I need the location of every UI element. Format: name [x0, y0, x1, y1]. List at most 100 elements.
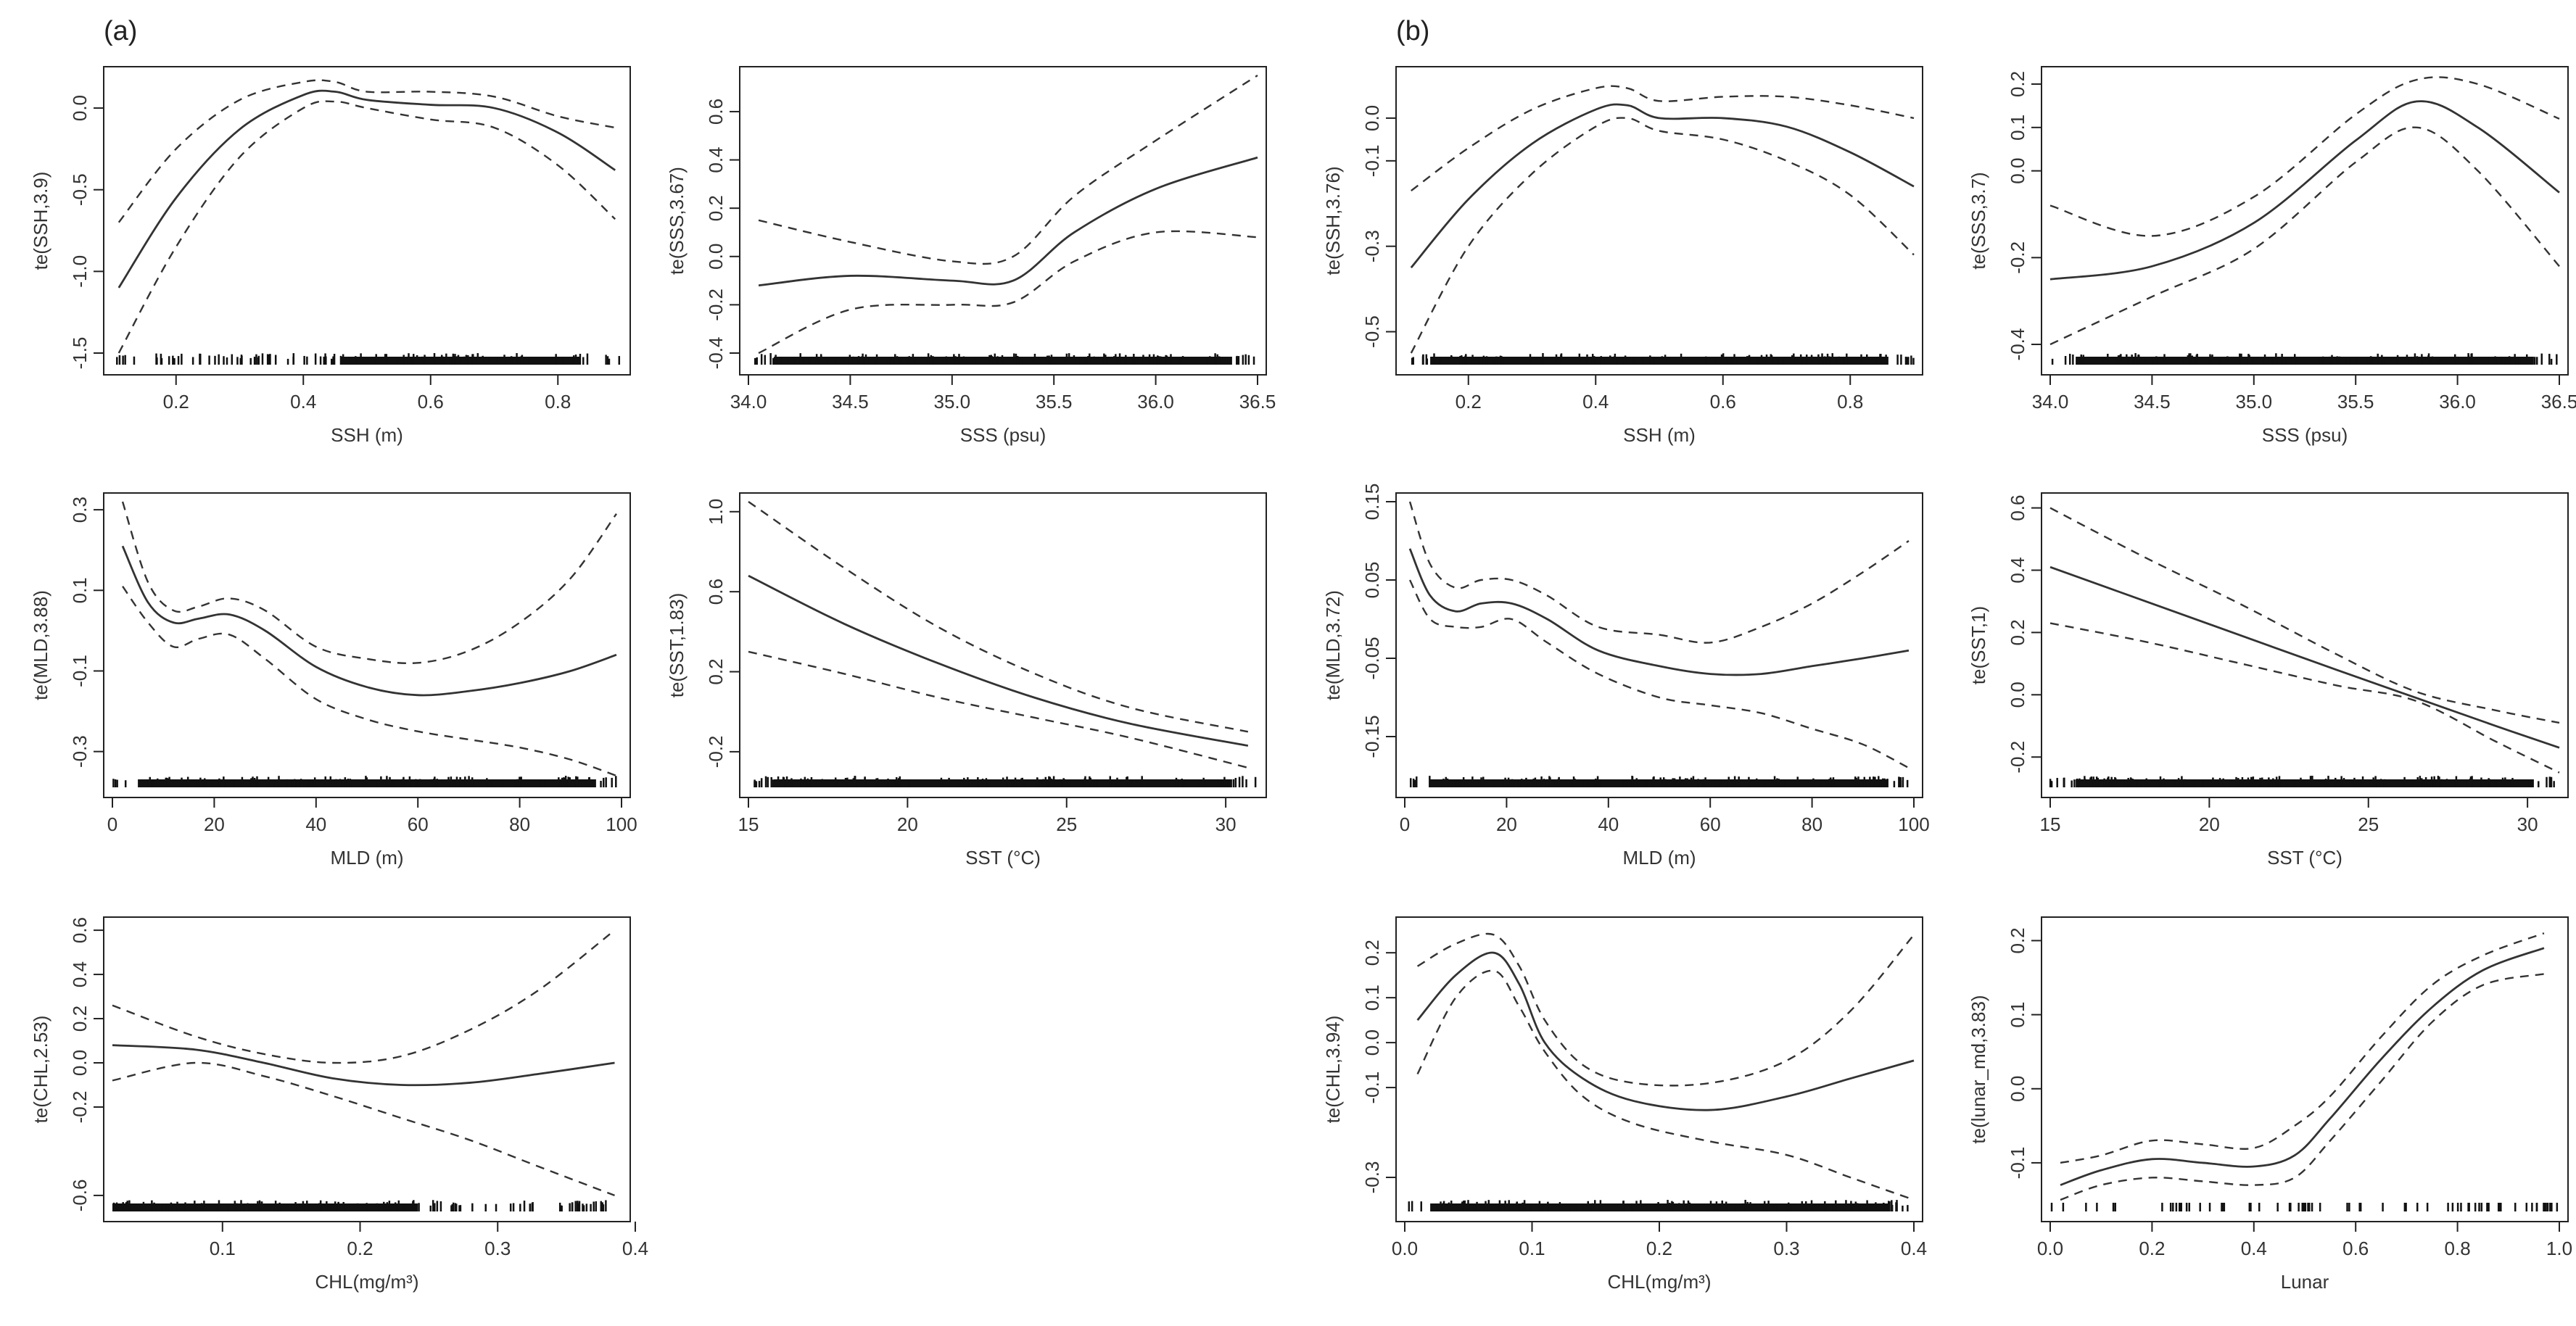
y-tick-label: 0.4 [69, 961, 91, 987]
rug-band [1430, 779, 1888, 787]
gam-plot-a-mld: 0 20 40 60 80 100 -0.3 -0.1 0.1 0.3 MLD (m) te(MLD,… [30, 492, 637, 869]
y-tick-label: -0.4 [705, 337, 727, 370]
y-axis-label: te(SSS,3.7) [1968, 172, 1989, 269]
y-tick-label: 0.1 [2007, 1002, 2028, 1028]
rug-band [1430, 1203, 1888, 1211]
x-tick-label: 34.0 [2032, 391, 2069, 413]
x-axis-label: CHL(mg/m³) [315, 1271, 419, 1293]
curve-fit [748, 574, 1249, 747]
y-tick-label: 0.15 [1361, 484, 1383, 521]
plot-frame [103, 66, 631, 376]
rug-marks [1408, 1200, 1909, 1211]
x-tick-label: 0.8 [2445, 1238, 2471, 1259]
y-tick-label: -1.0 [69, 255, 91, 288]
x-tick-label: 0.3 [484, 1238, 511, 1259]
curve-lower [748, 650, 1249, 769]
y-tick-label: -0.1 [1361, 1072, 1383, 1104]
curve-upper [2049, 76, 2560, 237]
gam-plot-b-lunar: 0.0 0.2 0.4 0.6 0.8 1.0 -0.1 0.0 0.1 0.2 Lunar te(l… [1968, 916, 2572, 1293]
y-axis-label: te(MLD,3.88) [30, 590, 51, 700]
x-tick-label: 36.5 [1239, 391, 1276, 413]
y-axis-label: te(lunar_md,3.83) [1968, 995, 1989, 1143]
x-axis-label: SST (°C) [965, 847, 1041, 869]
y-tick-label: 0.2 [2007, 927, 2028, 953]
x-tick-label: 25 [2358, 813, 2379, 835]
y-axis-label: te(CHL,2.53) [30, 1016, 51, 1124]
gam-plot-b-ssh: 0.2 0.4 0.6 0.8 -0.5 -0.3 -0.1 0.0 SSH (m) te(SSH… [1322, 66, 1923, 446]
curve-fit [1416, 951, 1915, 1111]
x-axis-label: MLD (m) [330, 847, 403, 869]
rug-marks [112, 1200, 607, 1211]
rug-marks [112, 776, 617, 787]
plot-frame [1395, 916, 1923, 1222]
curve-fit [121, 545, 617, 697]
panel-label-a: (a) [104, 16, 137, 46]
curve-lower [758, 230, 1258, 355]
curve-upper [1408, 501, 1910, 644]
plot-frame [739, 66, 1267, 376]
y-tick-label: 0.1 [2007, 115, 2028, 141]
plot-frame [2041, 916, 2569, 1222]
curve-upper [112, 929, 616, 1064]
x-tick-label: 1.0 [2546, 1238, 2572, 1259]
y-tick-label: -0.2 [2007, 741, 2028, 774]
y-tick-label: -0.5 [1361, 315, 1383, 348]
x-tick-label: 0.4 [1901, 1238, 1927, 1259]
x-tick-label: 0.4 [622, 1238, 648, 1259]
x-tick-label: 80 [1801, 813, 1822, 835]
plot-frame [103, 916, 631, 1222]
x-tick-label: 30 [2517, 813, 2538, 835]
y-axis-label: te(MLD,3.72) [1322, 590, 1344, 700]
x-tick-label: 40 [1598, 813, 1619, 835]
x-tick-label: 20 [2199, 813, 2220, 835]
y-tick-label: 0.0 [2007, 1076, 2028, 1102]
rug-marks [1409, 776, 1909, 787]
y-tick-label: -0.2 [2007, 241, 2028, 274]
plot-frame [1395, 492, 1923, 798]
x-tick-label: 35.5 [1036, 391, 1073, 413]
rug-marks [2051, 353, 2558, 365]
y-tick-label: -0.5 [69, 173, 91, 206]
x-tick-label: 0.6 [1710, 391, 1736, 413]
x-tick-label: 0.0 [2037, 1238, 2063, 1259]
y-tick-label: -0.6 [69, 1179, 91, 1211]
y-tick-label: 0.0 [705, 244, 727, 270]
x-tick-label: 0.8 [545, 391, 571, 413]
x-tick-label: 0.2 [1646, 1238, 1672, 1259]
curve-upper [758, 74, 1258, 265]
rug-marks [2050, 1203, 2559, 1211]
x-axis-label: SSS (psu) [960, 424, 1046, 446]
plot-frame [1395, 66, 1923, 376]
curve-upper [117, 79, 616, 223]
x-tick-label: 35.0 [2235, 391, 2272, 413]
x-tick-label: 20 [897, 813, 918, 835]
y-tick-label: -0.1 [69, 655, 91, 687]
curve-upper [748, 501, 1249, 733]
curve-fit [2060, 947, 2545, 1186]
x-tick-label: 0.4 [1582, 391, 1609, 413]
y-tick-label: 0.2 [2007, 619, 2028, 645]
curve-fit [112, 1044, 615, 1087]
x-tick-label: 0.3 [1773, 1238, 1799, 1259]
plots-container: 0.2 0.4 0.6 0.8 -1.5 -1.0 -0.5 0.0 SSH (m) te(SSH… [30, 66, 2576, 1293]
x-axis-label: MLD (m) [1622, 847, 1696, 869]
y-tick-label: -0.4 [2007, 328, 2028, 361]
y-tick-label: 0.1 [1361, 985, 1383, 1011]
x-tick-label: 0.4 [290, 391, 316, 413]
y-tick-label: 0.1 [69, 577, 91, 603]
gam-plot-b-chl: 0.0 0.1 0.2 0.3 0.4 -0.3 -0.1 0.0 0.1 0.2 CHL(mg/m… [1322, 916, 1927, 1293]
x-tick-label: 100 [1898, 813, 1929, 835]
rug-marks [116, 353, 621, 365]
x-tick-label: 0.2 [1456, 391, 1482, 413]
x-tick-label: 15 [738, 813, 759, 835]
y-tick-label: 0.0 [1361, 1029, 1383, 1056]
y-tick-label: 0.6 [705, 579, 727, 605]
x-tick-label: 100 [606, 813, 637, 835]
curve-lower [1416, 969, 1915, 1201]
y-tick-label: -0.1 [2007, 1147, 2028, 1180]
curve-fit [2049, 100, 2560, 281]
x-tick-label: 36.0 [1137, 391, 1174, 413]
x-tick-label: 0.1 [1519, 1238, 1545, 1259]
plot-frame [103, 492, 631, 798]
